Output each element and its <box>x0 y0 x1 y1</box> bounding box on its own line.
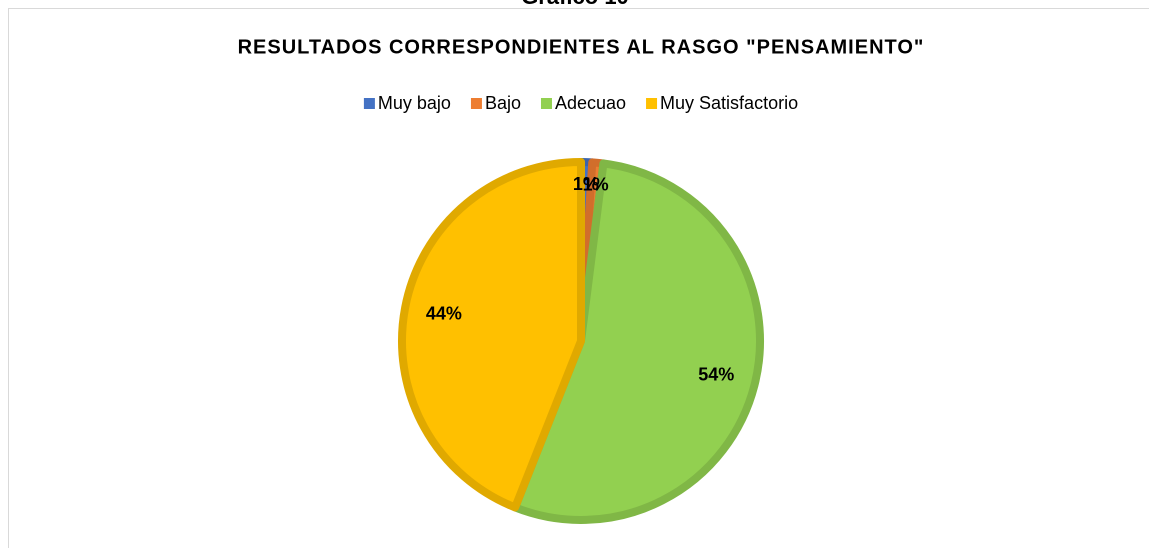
data-label: 44% <box>426 304 462 324</box>
legend-label: Muy Satisfactorio <box>660 93 798 113</box>
pie: 1%1% 54% 44% <box>398 158 764 524</box>
legend-label: Bajo <box>485 93 521 113</box>
data-label: 1% <box>583 175 609 195</box>
legend-swatch <box>363 98 375 109</box>
heading: Gráfico 10 <box>521 0 629 9</box>
legend: Muy bajo Bajo Adecuao Muy Satisfactorio <box>363 93 798 113</box>
legend-label: Adecuao <box>555 93 626 113</box>
pie-slice <box>511 159 764 524</box>
data-label: 1% <box>573 174 599 194</box>
legend-swatch <box>540 98 552 109</box>
legend-swatch <box>470 98 482 109</box>
legend-swatch <box>646 98 658 109</box>
chart-frame <box>8 8 1149 548</box>
chart-title: RESULTADOS CORRESPONDIENTES AL RASGO "PE… <box>238 36 925 58</box>
data-label: 54% <box>698 364 734 384</box>
pie-slice <box>398 158 585 512</box>
legend-label: Muy bajo <box>378 93 451 113</box>
